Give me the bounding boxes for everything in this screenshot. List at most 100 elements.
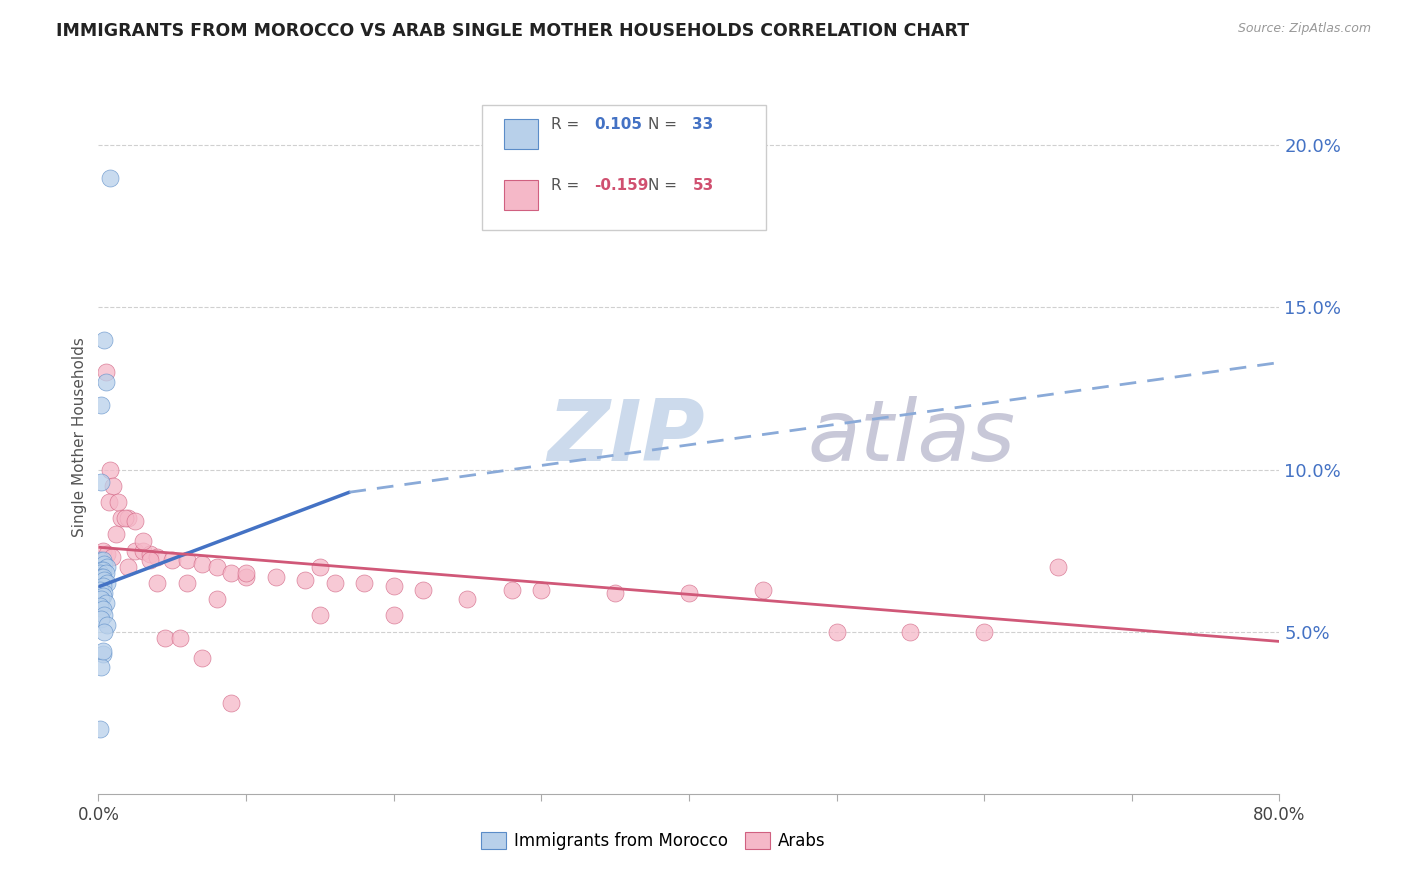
Text: N =: N = xyxy=(648,117,682,132)
Point xyxy=(97,495,120,509)
Point xyxy=(973,624,995,639)
Point xyxy=(93,624,115,639)
Point xyxy=(900,624,922,639)
Point xyxy=(89,566,111,581)
Point xyxy=(91,543,114,558)
Point xyxy=(89,599,111,613)
Point xyxy=(353,576,375,591)
Point xyxy=(294,573,316,587)
Point xyxy=(98,462,121,476)
Point xyxy=(90,398,112,412)
Text: Source: ZipAtlas.com: Source: ZipAtlas.com xyxy=(1237,22,1371,36)
Point xyxy=(176,553,198,567)
Point xyxy=(146,576,169,591)
Point xyxy=(1046,559,1070,574)
Legend: Immigrants from Morocco, Arabs: Immigrants from Morocco, Arabs xyxy=(474,825,832,857)
Point xyxy=(678,586,700,600)
Point xyxy=(91,602,114,616)
Point xyxy=(110,511,132,525)
Point xyxy=(94,365,117,379)
Point xyxy=(91,563,114,577)
Text: 53: 53 xyxy=(693,178,714,193)
Point xyxy=(100,550,122,565)
Point xyxy=(124,515,146,529)
Point xyxy=(93,573,115,587)
Point xyxy=(91,648,114,662)
Point xyxy=(105,527,128,541)
Point xyxy=(221,566,243,581)
Point xyxy=(89,553,111,567)
Point xyxy=(146,550,169,565)
Point xyxy=(235,566,257,581)
Point xyxy=(103,479,125,493)
Text: 33: 33 xyxy=(693,117,714,132)
Point xyxy=(90,612,112,626)
Point xyxy=(93,608,115,623)
Point xyxy=(90,660,112,674)
Point xyxy=(191,650,214,665)
Point xyxy=(139,547,162,561)
Point xyxy=(89,722,111,736)
Point xyxy=(96,547,118,561)
Point xyxy=(205,559,228,574)
Point xyxy=(162,553,183,567)
Point xyxy=(191,557,214,571)
Point xyxy=(89,582,111,597)
Point xyxy=(91,553,114,567)
Point xyxy=(235,569,257,583)
Point xyxy=(91,644,114,658)
Point xyxy=(176,576,198,591)
Point xyxy=(530,582,553,597)
Point xyxy=(752,582,775,597)
Text: -0.159: -0.159 xyxy=(595,178,648,193)
Point xyxy=(124,543,146,558)
Point xyxy=(412,582,434,597)
FancyBboxPatch shape xyxy=(503,180,537,211)
Text: ZIP: ZIP xyxy=(547,395,704,479)
Point xyxy=(107,495,129,509)
Point xyxy=(605,586,627,600)
Point xyxy=(309,559,332,574)
Point xyxy=(94,566,117,581)
Point xyxy=(91,589,114,603)
Point xyxy=(117,559,139,574)
Point xyxy=(94,375,117,389)
Point xyxy=(382,579,405,593)
Point xyxy=(96,559,118,574)
Text: IMMIGRANTS FROM MOROCCO VS ARAB SINGLE MOTHER HOUSEHOLDS CORRELATION CHART: IMMIGRANTS FROM MOROCCO VS ARAB SINGLE M… xyxy=(56,22,969,40)
Point xyxy=(139,553,162,567)
Point xyxy=(132,533,155,548)
Point xyxy=(93,333,115,347)
Point xyxy=(323,576,346,591)
Y-axis label: Single Mother Households: Single Mother Households xyxy=(72,337,87,537)
Point xyxy=(91,569,114,583)
Point xyxy=(90,475,112,490)
Text: R =: R = xyxy=(551,117,583,132)
Point xyxy=(91,579,114,593)
FancyBboxPatch shape xyxy=(503,120,537,150)
Point xyxy=(94,595,117,609)
FancyBboxPatch shape xyxy=(482,105,766,230)
Point xyxy=(457,592,479,607)
Point xyxy=(90,592,112,607)
Point xyxy=(90,563,112,577)
Point xyxy=(205,592,228,607)
Point xyxy=(221,696,243,710)
Point xyxy=(98,170,121,185)
Point xyxy=(264,569,287,583)
Point xyxy=(114,511,136,525)
Point xyxy=(96,618,118,632)
Point xyxy=(132,543,155,558)
Point xyxy=(169,631,191,645)
Point xyxy=(382,608,405,623)
Point xyxy=(825,624,848,639)
Point xyxy=(501,582,523,597)
Point xyxy=(96,576,118,591)
Text: atlas: atlas xyxy=(807,395,1015,479)
Text: 0.105: 0.105 xyxy=(595,117,643,132)
Point xyxy=(90,569,112,583)
Text: R =: R = xyxy=(551,178,583,193)
Point xyxy=(153,631,176,645)
Text: N =: N = xyxy=(648,178,682,193)
Point xyxy=(93,586,115,600)
